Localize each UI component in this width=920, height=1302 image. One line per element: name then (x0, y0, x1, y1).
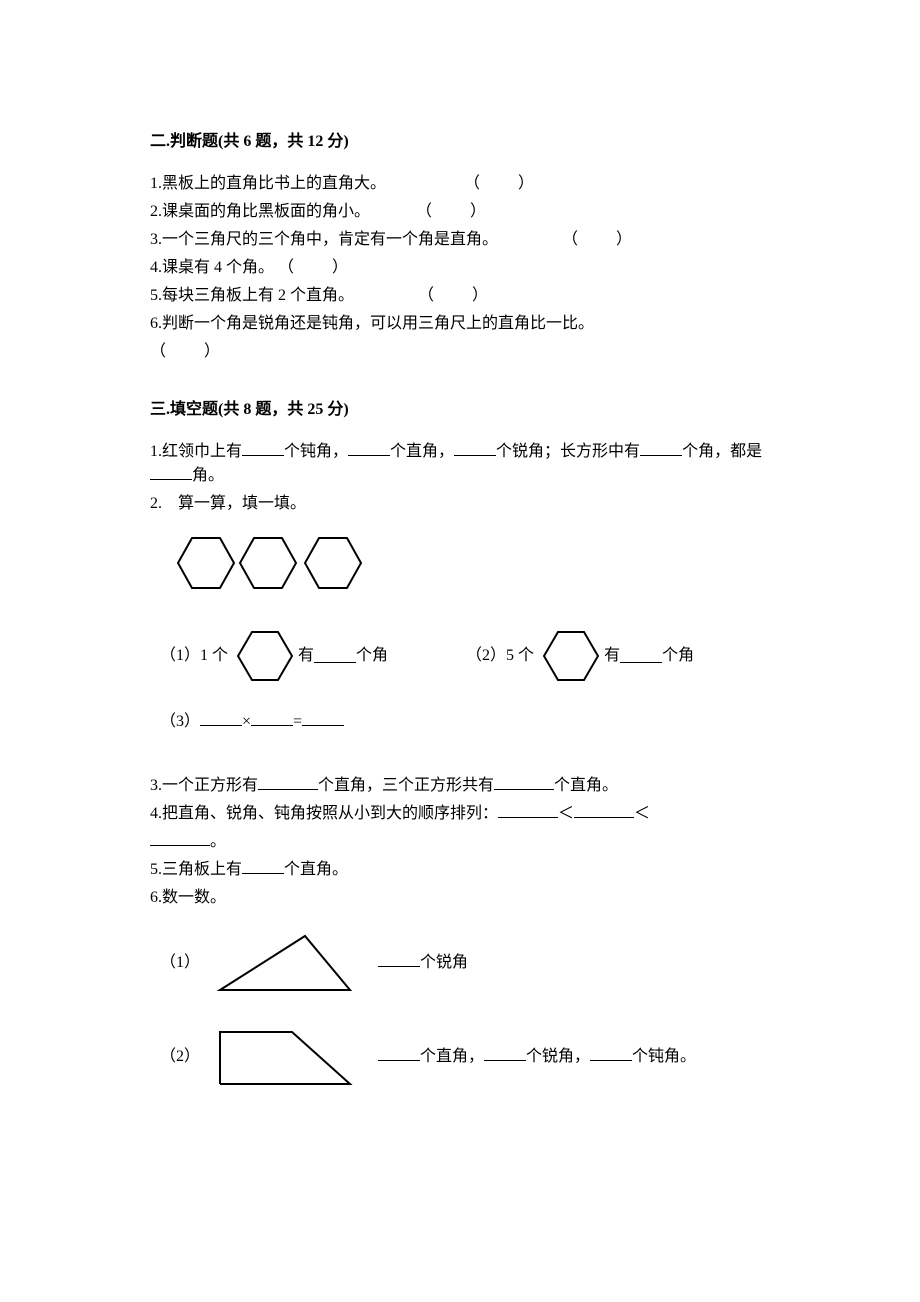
q3-2-sub12: （1）1 个 有 个角 （2）5 个 有 个角 (160, 626, 770, 686)
text: 4.把直角、锐角、钝角按照从小到大的顺序排列： (150, 805, 498, 822)
text: 2. 算一算，填一填。 (150, 495, 306, 512)
text: （2）5 个 (466, 644, 534, 668)
text: 6.数一数。 (150, 889, 226, 906)
q3-6-sub2: （2） 个直角， 个锐角， 个钝角。 (160, 1022, 770, 1092)
q2-6-paren: （ ） (150, 340, 770, 364)
quadrilateral-icon (210, 1022, 360, 1092)
hexagon-icon (228, 626, 298, 686)
q3-6: 6.数一数。 (150, 886, 770, 910)
text: 角。 (192, 467, 224, 484)
paren: （ ） (278, 259, 350, 276)
paren: （ ） (418, 287, 490, 304)
text: × (242, 713, 251, 730)
triangle-icon (210, 928, 360, 998)
q2-5: 5.每块三角板上有 2 个直角。 （ ） (150, 284, 770, 308)
q2-4-text: 4.课桌有 4 个角。 (150, 259, 274, 276)
text: 个角 (356, 644, 388, 668)
q2-3: 3.一个三角尺的三个角中，肯定有一个角是直角。 （ ） (150, 228, 770, 252)
q2-4: 4.课桌有 4 个角。 （ ） (150, 256, 770, 280)
q3-2-sub3: （3） × = (160, 710, 770, 734)
text: 个角，都是 (682, 443, 762, 460)
paren: （ ） (416, 203, 488, 220)
text: = (293, 713, 302, 730)
q2-5-text: 5.每块三角板上有 2 个直角。 (150, 287, 354, 304)
hexagon-icon (534, 626, 604, 686)
text: （3） (160, 713, 200, 730)
text: 个直角，三个正方形共有 (318, 777, 494, 794)
three-hexagons-icon (160, 530, 380, 596)
q3-4-cont: 。 (150, 830, 770, 854)
text: 个直角， (390, 443, 454, 460)
paren: （ ） (464, 175, 536, 192)
q3-6-sub1: （1） 个锐角 (160, 928, 770, 998)
text: ＜ (634, 805, 650, 822)
text: 3.一个正方形有 (150, 777, 258, 794)
text: 5.三角板上有 (150, 861, 242, 878)
text: （1） (160, 951, 210, 975)
text: 个直角。 (284, 861, 348, 878)
q2-6-text: 6.判断一个角是锐角还是钝角，可以用三角尺上的直角比一比。 (150, 315, 594, 332)
q2-1: 1.黑板上的直角比书上的直角大。 （ ） (150, 172, 770, 196)
text: 个锐角， (526, 1048, 590, 1065)
text: 个钝角。 (632, 1048, 696, 1065)
paren: （ ） (150, 343, 222, 360)
q3-1: 1.红领巾上有 个钝角， 个直角， 个锐角；长方形中有 个角，都是角。 (150, 440, 770, 488)
text: 个钝角， (284, 443, 348, 460)
q2-2-text: 2.课桌面的角比黑板面的角小。 (150, 203, 370, 220)
text: 个直角。 (554, 777, 618, 794)
text: 个锐角；长方形中有 (496, 443, 640, 460)
q3-5: 5.三角板上有 个直角。 (150, 858, 770, 882)
hexagon-row (160, 530, 770, 604)
text: ＜ (558, 805, 574, 822)
text: 有 (298, 644, 314, 668)
section-2-title: 二.判断题(共 6 题，共 12 分) (150, 130, 770, 154)
text: 个直角， (420, 1048, 484, 1065)
q2-1-text: 1.黑板上的直角比书上的直角大。 (150, 175, 386, 192)
text: 有 (604, 644, 620, 668)
q2-2: 2.课桌面的角比黑板面的角小。 （ ） (150, 200, 770, 224)
q3-2: 2. 算一算，填一填。 (150, 492, 770, 516)
text: 1.红领巾上有 (150, 443, 242, 460)
q2-6: 6.判断一个角是锐角还是钝角，可以用三角尺上的直角比一比。 (150, 312, 770, 336)
q2-3-text: 3.一个三角尺的三个角中，肯定有一个角是直角。 (150, 231, 498, 248)
text: 个锐角 (420, 954, 468, 971)
section-3-title: 三.填空题(共 8 题，共 25 分) (150, 398, 770, 422)
text: 个角 (662, 644, 694, 668)
text: （2） (160, 1045, 210, 1069)
text: 。 (210, 833, 226, 850)
q3-4: 4.把直角、锐角、钝角按照从小到大的顺序排列： ＜ ＜ (150, 802, 770, 826)
q3-3: 3.一个正方形有 个直角，三个正方形共有 个直角。 (150, 774, 770, 798)
paren: （ ） (562, 231, 634, 248)
text: （1）1 个 (160, 644, 228, 668)
